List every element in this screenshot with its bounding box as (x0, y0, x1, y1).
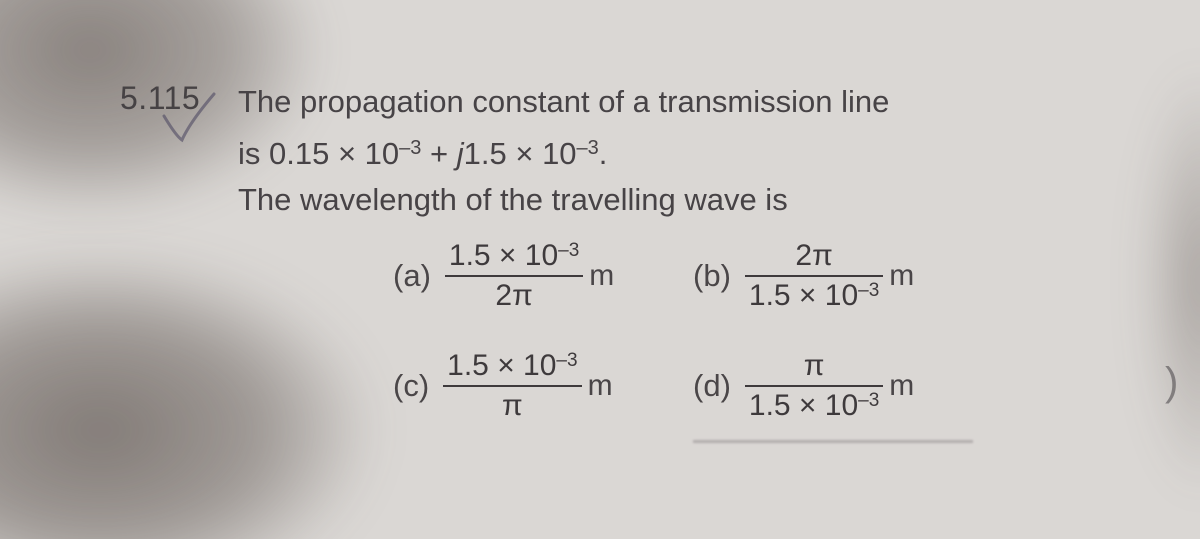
option-c-denominator: π (498, 390, 527, 422)
option-c: (c) 1.5 × 10–3 π m (393, 350, 613, 421)
option-c-unit: m (588, 369, 613, 403)
fraction-bar (745, 275, 883, 277)
option-c-numerator: 1.5 × 10–3 (443, 350, 581, 382)
option-c-label: (c) (393, 368, 429, 404)
option-d-label: (d) (693, 368, 731, 404)
l2-pre: is 0.15 × 10 (238, 136, 399, 171)
question-line-3: The wavelength of the travelling wave is (238, 178, 1058, 222)
option-a-fraction: 1.5 × 10–3 2π (445, 240, 583, 311)
option-d-denominator: 1.5 × 10–3 (745, 390, 883, 422)
option-a-numerator: 1.5 × 10–3 (445, 240, 583, 272)
l2-end: . (599, 136, 608, 171)
option-c-fraction: 1.5 × 10–3 π (443, 350, 581, 421)
hand-shadow-bottom (0, 250, 380, 539)
fraction-bar (445, 275, 583, 277)
hand-shadow-right (1140, 60, 1200, 500)
stray-paren: ) (1165, 360, 1178, 405)
l2-sup1: –3 (399, 137, 421, 159)
option-a-label: (a) (393, 258, 431, 294)
option-a: (a) 1.5 × 10–3 2π m (393, 240, 614, 311)
option-d: (d) π 1.5 × 10–3 m (693, 350, 914, 421)
option-a-denominator: 2π (491, 280, 536, 312)
question-body: The propagation constant of a transmissi… (238, 80, 1058, 222)
option-d-numerator: π (800, 350, 829, 382)
option-b-denominator: 1.5 × 10–3 (745, 280, 883, 312)
question-number: 5.115 (120, 80, 200, 117)
option-b-label: (b) (693, 258, 731, 294)
l2-sup2: –3 (577, 137, 599, 159)
option-a-unit: m (589, 259, 614, 293)
question-line-1: The propagation constant of a transmissi… (238, 80, 1058, 124)
option-b-unit: m (889, 259, 914, 293)
fraction-bar (745, 385, 883, 387)
underline-smudge (693, 440, 973, 443)
option-d-fraction: π 1.5 × 10–3 (745, 350, 883, 421)
option-d-unit: m (889, 369, 914, 403)
option-b: (b) 2π 1.5 × 10–3 m (693, 240, 914, 311)
option-b-fraction: 2π 1.5 × 10–3 (745, 240, 883, 311)
question-line-2: is 0.15 × 10–3 + j1.5 × 10–3. (238, 126, 1058, 176)
l2-mid: + (421, 136, 456, 171)
l2-post: 1.5 × 10 (464, 136, 577, 171)
option-b-numerator: 2π (791, 240, 836, 272)
l2-j: j (457, 136, 464, 171)
fraction-bar (443, 385, 581, 387)
